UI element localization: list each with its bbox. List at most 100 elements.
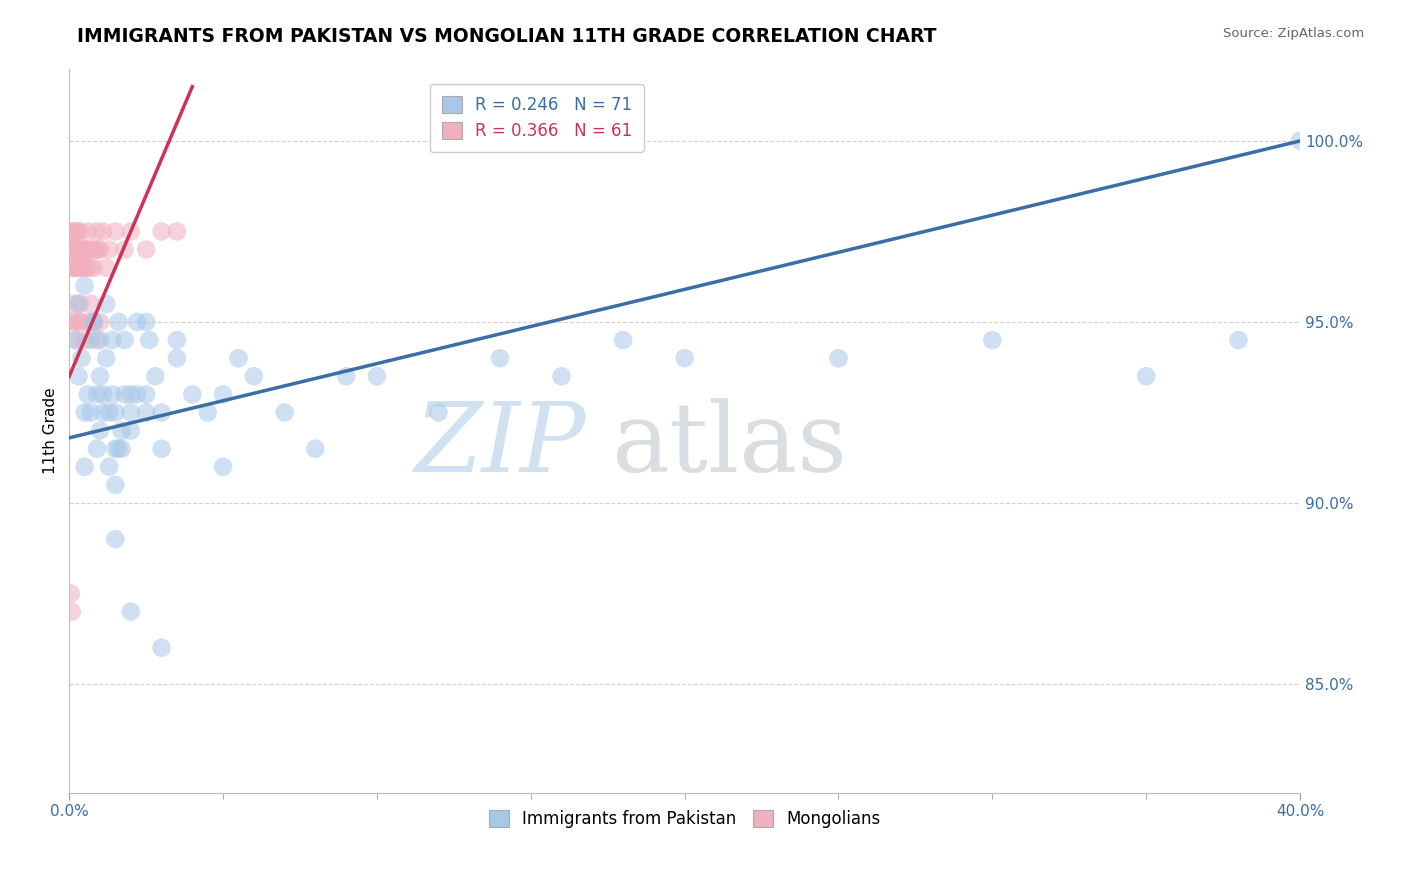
Point bbox=[67, 297, 90, 311]
Point bbox=[166, 333, 188, 347]
Point bbox=[104, 405, 127, 419]
Point bbox=[145, 369, 167, 384]
Point bbox=[120, 605, 142, 619]
Point bbox=[66, 243, 89, 257]
Point bbox=[77, 243, 100, 257]
Point bbox=[91, 405, 114, 419]
Point bbox=[135, 405, 157, 419]
Point bbox=[104, 442, 127, 456]
Point bbox=[550, 369, 572, 384]
Point bbox=[73, 243, 96, 257]
Point bbox=[60, 224, 83, 238]
Point bbox=[73, 405, 96, 419]
Point bbox=[612, 333, 634, 347]
Point bbox=[243, 369, 266, 384]
Point bbox=[63, 243, 86, 257]
Point bbox=[166, 351, 188, 366]
Point bbox=[138, 333, 160, 347]
Point bbox=[60, 315, 83, 329]
Point bbox=[135, 315, 157, 329]
Point bbox=[84, 243, 107, 257]
Point bbox=[135, 243, 157, 257]
Text: IMMIGRANTS FROM PAKISTAN VS MONGOLIAN 11TH GRADE CORRELATION CHART: IMMIGRANTS FROM PAKISTAN VS MONGOLIAN 11… bbox=[77, 27, 936, 45]
Point bbox=[125, 315, 148, 329]
Point bbox=[73, 278, 96, 293]
Point bbox=[65, 243, 87, 257]
Point bbox=[150, 405, 173, 419]
Point bbox=[67, 243, 90, 257]
Point bbox=[181, 387, 204, 401]
Point bbox=[427, 405, 450, 419]
Point bbox=[86, 333, 108, 347]
Legend: Immigrants from Pakistan, Mongolians: Immigrants from Pakistan, Mongolians bbox=[482, 804, 887, 835]
Point bbox=[89, 333, 111, 347]
Point bbox=[59, 243, 82, 257]
Point bbox=[91, 224, 114, 238]
Point bbox=[114, 243, 136, 257]
Point bbox=[60, 243, 83, 257]
Point bbox=[489, 351, 512, 366]
Text: Source: ZipAtlas.com: Source: ZipAtlas.com bbox=[1223, 27, 1364, 40]
Point bbox=[96, 351, 118, 366]
Point bbox=[86, 442, 108, 456]
Point bbox=[76, 260, 98, 275]
Point bbox=[89, 243, 111, 257]
Point bbox=[76, 387, 98, 401]
Point bbox=[70, 260, 93, 275]
Point bbox=[65, 243, 87, 257]
Point bbox=[80, 297, 103, 311]
Point bbox=[83, 315, 105, 329]
Point bbox=[114, 387, 136, 401]
Point bbox=[87, 243, 110, 257]
Point bbox=[65, 333, 87, 347]
Point bbox=[83, 315, 105, 329]
Point bbox=[83, 315, 105, 329]
Point bbox=[96, 297, 118, 311]
Point bbox=[107, 442, 129, 456]
Point bbox=[273, 405, 295, 419]
Point bbox=[63, 260, 86, 275]
Point bbox=[80, 260, 103, 275]
Point bbox=[98, 459, 121, 474]
Point bbox=[86, 387, 108, 401]
Point bbox=[65, 315, 87, 329]
Point bbox=[70, 243, 93, 257]
Point bbox=[70, 315, 93, 329]
Point bbox=[82, 243, 104, 257]
Point bbox=[66, 260, 89, 275]
Point bbox=[150, 442, 173, 456]
Point bbox=[72, 243, 94, 257]
Point bbox=[125, 387, 148, 401]
Point bbox=[69, 260, 91, 275]
Point bbox=[89, 369, 111, 384]
Point bbox=[96, 260, 118, 275]
Point bbox=[827, 351, 849, 366]
Point bbox=[73, 260, 96, 275]
Point bbox=[89, 424, 111, 438]
Point bbox=[304, 442, 326, 456]
Point bbox=[98, 243, 121, 257]
Point bbox=[76, 224, 98, 238]
Point bbox=[76, 315, 98, 329]
Point bbox=[335, 369, 357, 384]
Point bbox=[66, 333, 89, 347]
Point bbox=[70, 243, 93, 257]
Point bbox=[110, 442, 132, 456]
Point bbox=[166, 224, 188, 238]
Point bbox=[104, 532, 127, 546]
Point bbox=[101, 333, 124, 347]
Point bbox=[673, 351, 696, 366]
Point bbox=[135, 387, 157, 401]
Point bbox=[120, 424, 142, 438]
Point bbox=[67, 369, 90, 384]
Point bbox=[80, 405, 103, 419]
Point bbox=[120, 405, 142, 419]
Point bbox=[91, 387, 114, 401]
Point bbox=[212, 459, 235, 474]
Point bbox=[212, 387, 235, 401]
Text: atlas: atlas bbox=[610, 398, 846, 492]
Point bbox=[75, 243, 97, 257]
Point bbox=[63, 224, 86, 238]
Point bbox=[114, 333, 136, 347]
Point bbox=[67, 315, 90, 329]
